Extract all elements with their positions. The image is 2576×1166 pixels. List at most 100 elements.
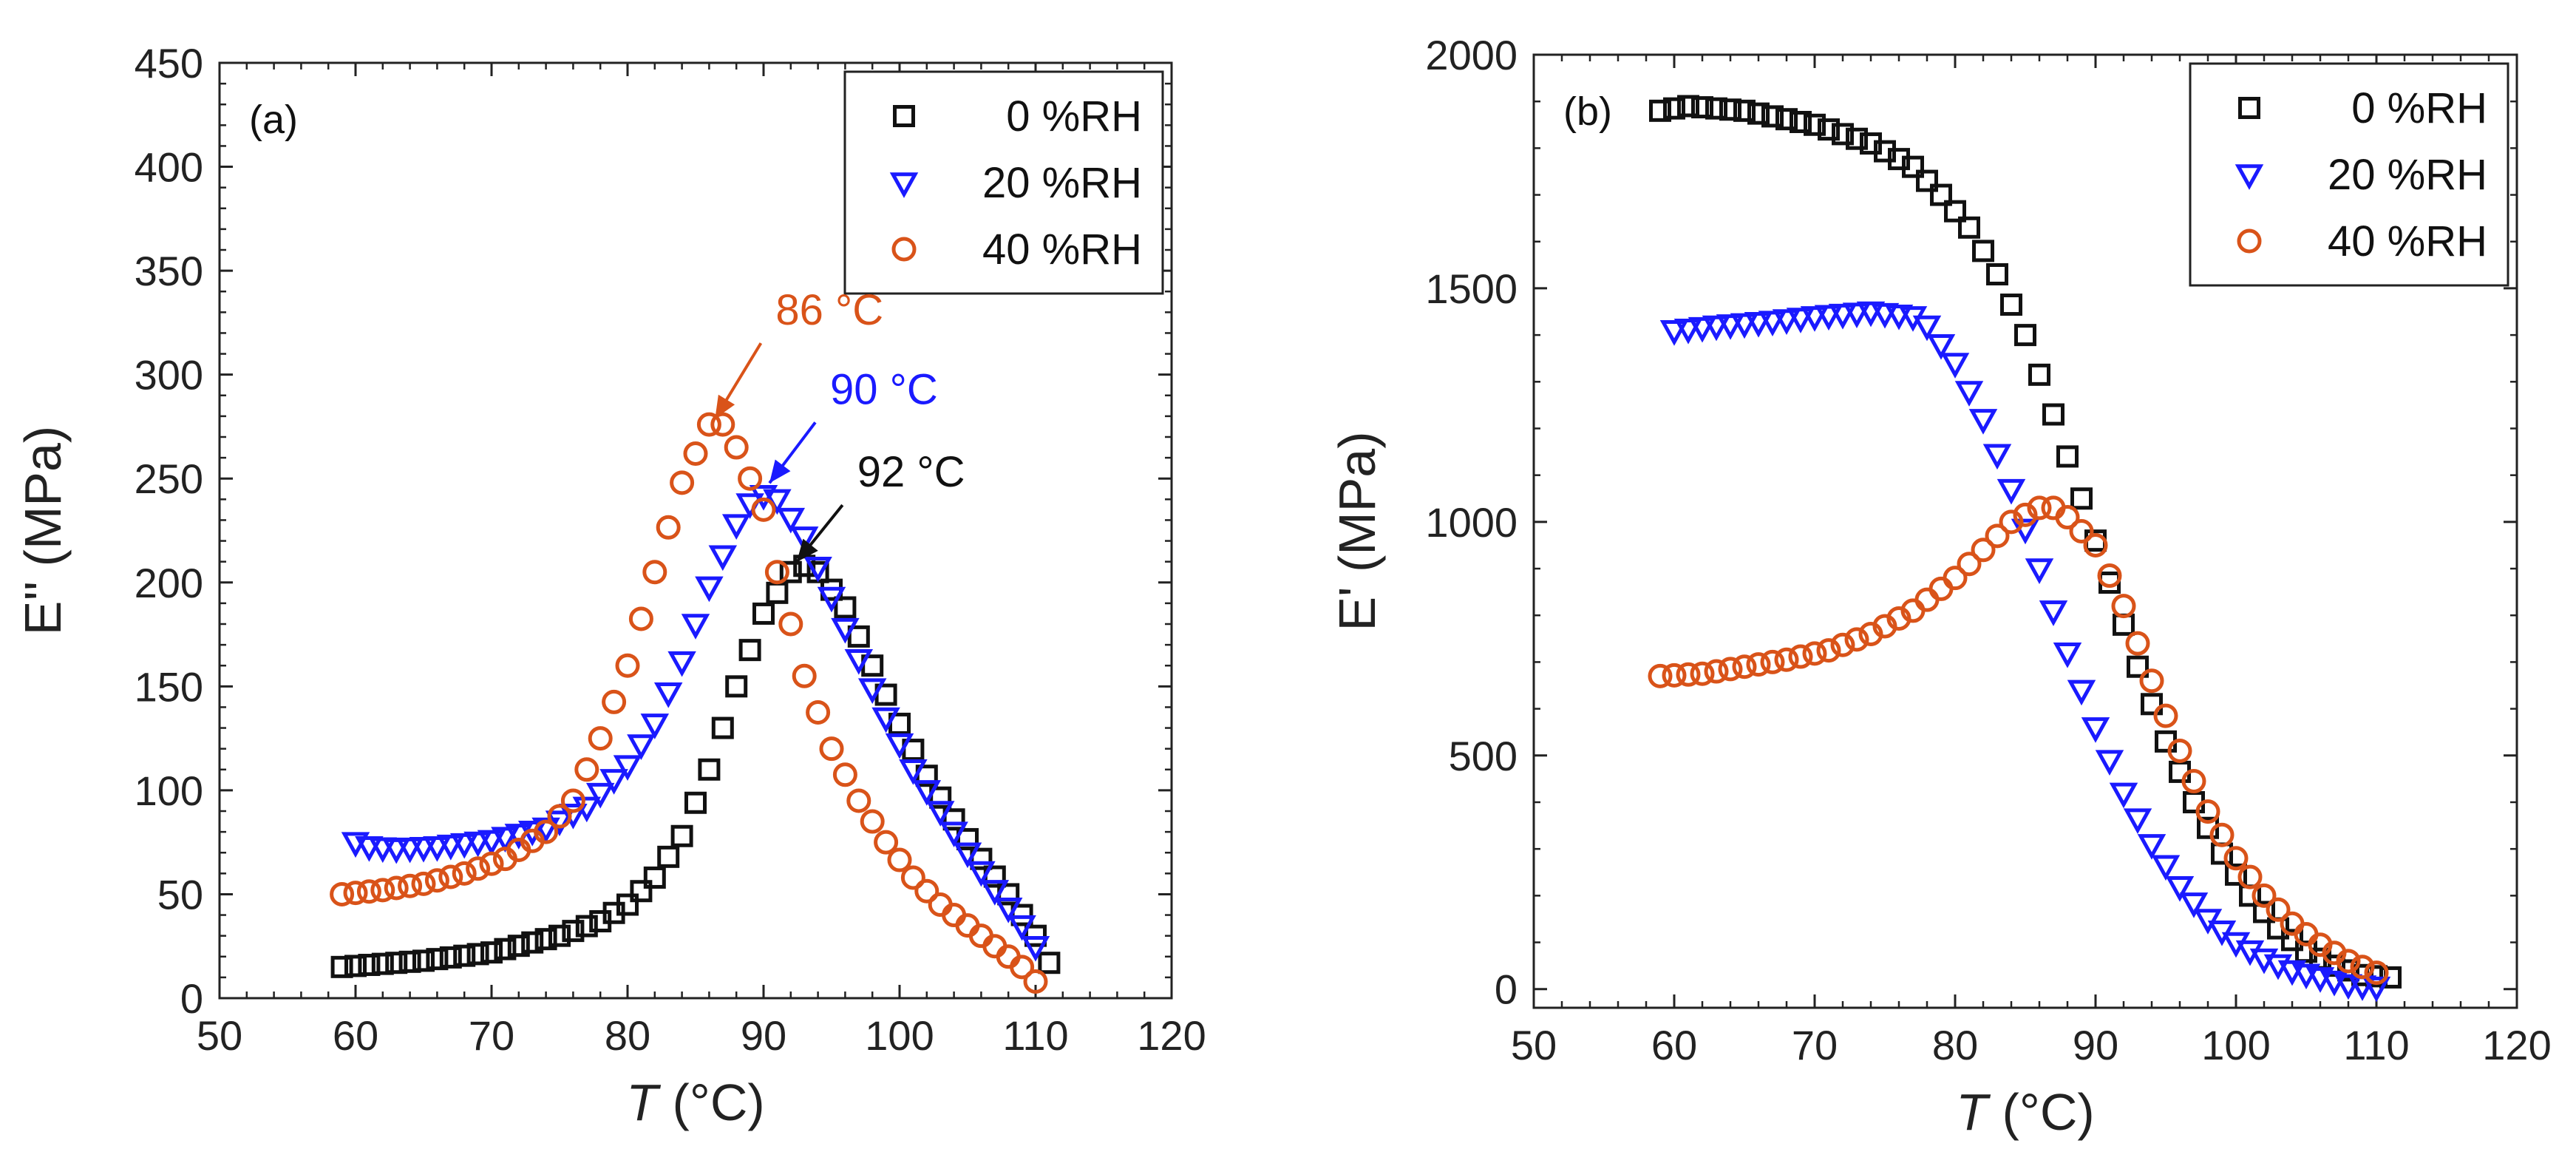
data-point	[1007, 915, 1036, 941]
data-point	[1844, 627, 1869, 652]
annotation-arrow-head	[769, 459, 791, 484]
data-point	[653, 682, 683, 708]
data-point	[1902, 155, 1924, 178]
legend-marker	[2237, 228, 2262, 254]
data-point	[1010, 955, 1035, 980]
data-point	[1800, 306, 1829, 332]
data-point	[385, 952, 408, 975]
data-point	[1760, 649, 1785, 674]
data-point	[1940, 353, 1970, 379]
data-point	[2295, 940, 2317, 963]
data-point	[436, 834, 466, 861]
plot-frame	[1532, 53, 2518, 1009]
data-point	[1719, 98, 1741, 121]
data-point	[832, 762, 857, 787]
data-point	[627, 734, 656, 760]
y-tick-label: 300	[135, 352, 203, 399]
data-point	[2109, 782, 2138, 809]
data-point	[2223, 846, 2249, 871]
data-point	[616, 893, 639, 916]
data-point	[1971, 538, 1996, 563]
data-point	[914, 878, 939, 904]
data-point	[2125, 631, 2150, 656]
data-point	[438, 864, 463, 889]
data-point	[630, 880, 653, 903]
y-tick-label: 0	[180, 975, 203, 1022]
y-tick-label: 350	[135, 248, 203, 294]
data-point	[1957, 552, 1982, 577]
data-point	[724, 435, 749, 460]
x-axis-label-variable: T	[1956, 1083, 1991, 1141]
data-point	[615, 653, 640, 678]
data-point	[613, 755, 642, 782]
data-point	[698, 758, 721, 781]
data-point	[2000, 294, 2022, 316]
data-point	[817, 586, 846, 613]
data-point	[545, 810, 574, 837]
data-point	[2225, 863, 2247, 886]
data-point	[1916, 169, 1938, 192]
x-axis-label-variable: T	[626, 1074, 661, 1131]
data-point	[1648, 663, 1673, 688]
data-point	[531, 817, 560, 844]
data-point	[560, 788, 585, 813]
data-point	[1663, 97, 1685, 120]
data-point	[725, 675, 748, 698]
legend-marker	[2238, 97, 2260, 119]
data-point	[2083, 532, 2108, 557]
data-point	[344, 955, 367, 977]
legend-entry: 40 %RH	[982, 226, 1142, 274]
x-tick-label: 120	[2482, 1022, 2551, 1068]
panel-label: (b)	[1563, 89, 1612, 134]
data-point	[1986, 262, 2008, 285]
series-40rh	[1648, 495, 2389, 986]
data-point	[1786, 308, 1815, 333]
data-point	[1842, 302, 1872, 329]
data-point	[2139, 668, 2164, 694]
x-tick-label: 100	[2201, 1022, 2270, 1068]
data-point	[1968, 409, 1998, 435]
data-point	[1761, 105, 1784, 128]
data-point	[684, 791, 707, 814]
x-tick-label: 90	[2073, 1022, 2118, 1068]
data-point	[806, 699, 831, 725]
x-axis-label-unit: (°C)	[1988, 1083, 2095, 1141]
data-point	[1912, 315, 1942, 342]
data-point	[887, 847, 912, 872]
data-point	[534, 928, 557, 951]
data-point	[479, 851, 504, 876]
data-point	[710, 412, 735, 437]
data-point	[358, 954, 381, 977]
x-axis-label: T (°C)	[1956, 1083, 2094, 1141]
panel-a-chart: 50 60 70 80 90 100 110 120050100150200250300350…	[14, 40, 1206, 1131]
data-point	[857, 678, 887, 705]
data-point	[764, 560, 789, 585]
data-point	[2097, 563, 2122, 589]
data-point	[953, 842, 982, 869]
data-point	[466, 856, 491, 881]
data-point	[449, 833, 479, 859]
data-point	[2334, 974, 2363, 1000]
series-0rh	[330, 555, 1061, 978]
y-tick-label: 100	[135, 767, 203, 814]
data-point	[477, 830, 506, 856]
data-point	[423, 836, 452, 862]
data-point	[562, 920, 585, 943]
data-point	[1649, 99, 1671, 122]
data-point	[885, 733, 914, 759]
data-point	[2137, 834, 2167, 860]
series-20rh	[1659, 301, 2391, 1003]
data-point	[2070, 487, 2093, 510]
data-point	[2013, 502, 2038, 527]
x-tick-label: 60	[333, 1012, 378, 1059]
data-point	[2323, 955, 2345, 977]
data-point	[547, 804, 572, 829]
data-point	[1828, 303, 1858, 330]
data-point	[2165, 875, 2195, 902]
y-axis-label: E' (MPa)	[1328, 431, 1386, 631]
y-tick-label: 450	[135, 40, 203, 87]
data-point	[1677, 95, 1699, 118]
data-point	[899, 759, 928, 785]
y-tick-label: 1000	[1425, 499, 1518, 546]
data-point	[2337, 959, 2359, 982]
